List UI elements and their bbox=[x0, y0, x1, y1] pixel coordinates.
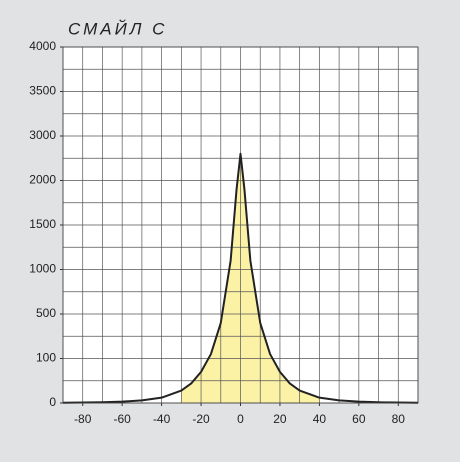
y-tick-label: 100 bbox=[36, 351, 56, 365]
x-tick-label: 80 bbox=[392, 412, 406, 426]
x-tick-label: 0 bbox=[237, 412, 244, 426]
y-tick-label: 3000 bbox=[29, 128, 56, 142]
y-tick-label: 3500 bbox=[29, 84, 56, 98]
x-tick-label: -40 bbox=[153, 412, 171, 426]
y-tick-label: 500 bbox=[36, 306, 56, 320]
plot-border bbox=[62, 46, 419, 404]
x-tick-label: 40 bbox=[313, 412, 327, 426]
y-tick-label: 4000 bbox=[29, 39, 56, 53]
x-tick-label: -80 bbox=[74, 412, 92, 426]
x-tick-label: 60 bbox=[352, 412, 366, 426]
x-tick-label: -20 bbox=[192, 412, 210, 426]
line bbox=[62, 152, 419, 404]
chart-title: СМАЙЛ С bbox=[68, 18, 167, 38]
x-tick-label: -60 bbox=[113, 412, 131, 426]
y-tick-label: 1500 bbox=[29, 217, 56, 231]
x-tick-label: 20 bbox=[273, 412, 287, 426]
y-tick-label: 2000 bbox=[29, 173, 56, 187]
y-tick-label: 0 bbox=[49, 395, 56, 409]
y-tick-label: 1000 bbox=[29, 262, 56, 276]
